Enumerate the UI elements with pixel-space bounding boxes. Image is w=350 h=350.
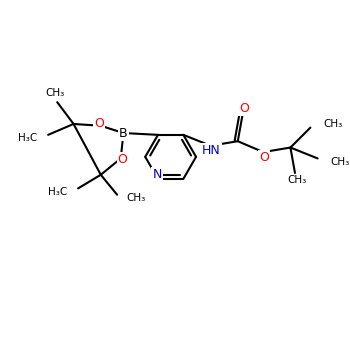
Text: CH₃: CH₃ <box>126 193 146 203</box>
Text: CH₃: CH₃ <box>46 88 65 98</box>
Text: HN: HN <box>202 144 221 157</box>
Text: O: O <box>239 102 249 115</box>
Text: O: O <box>94 118 104 131</box>
Text: CH₃: CH₃ <box>287 175 306 185</box>
Text: H₃C: H₃C <box>18 133 37 143</box>
Text: H₃C: H₃C <box>48 187 67 197</box>
Text: N: N <box>152 168 162 181</box>
Text: B: B <box>119 127 128 140</box>
Text: CH₃: CH₃ <box>323 119 342 129</box>
Text: O: O <box>259 151 269 164</box>
Text: CH₃: CH₃ <box>330 157 350 167</box>
Text: O: O <box>118 153 127 166</box>
